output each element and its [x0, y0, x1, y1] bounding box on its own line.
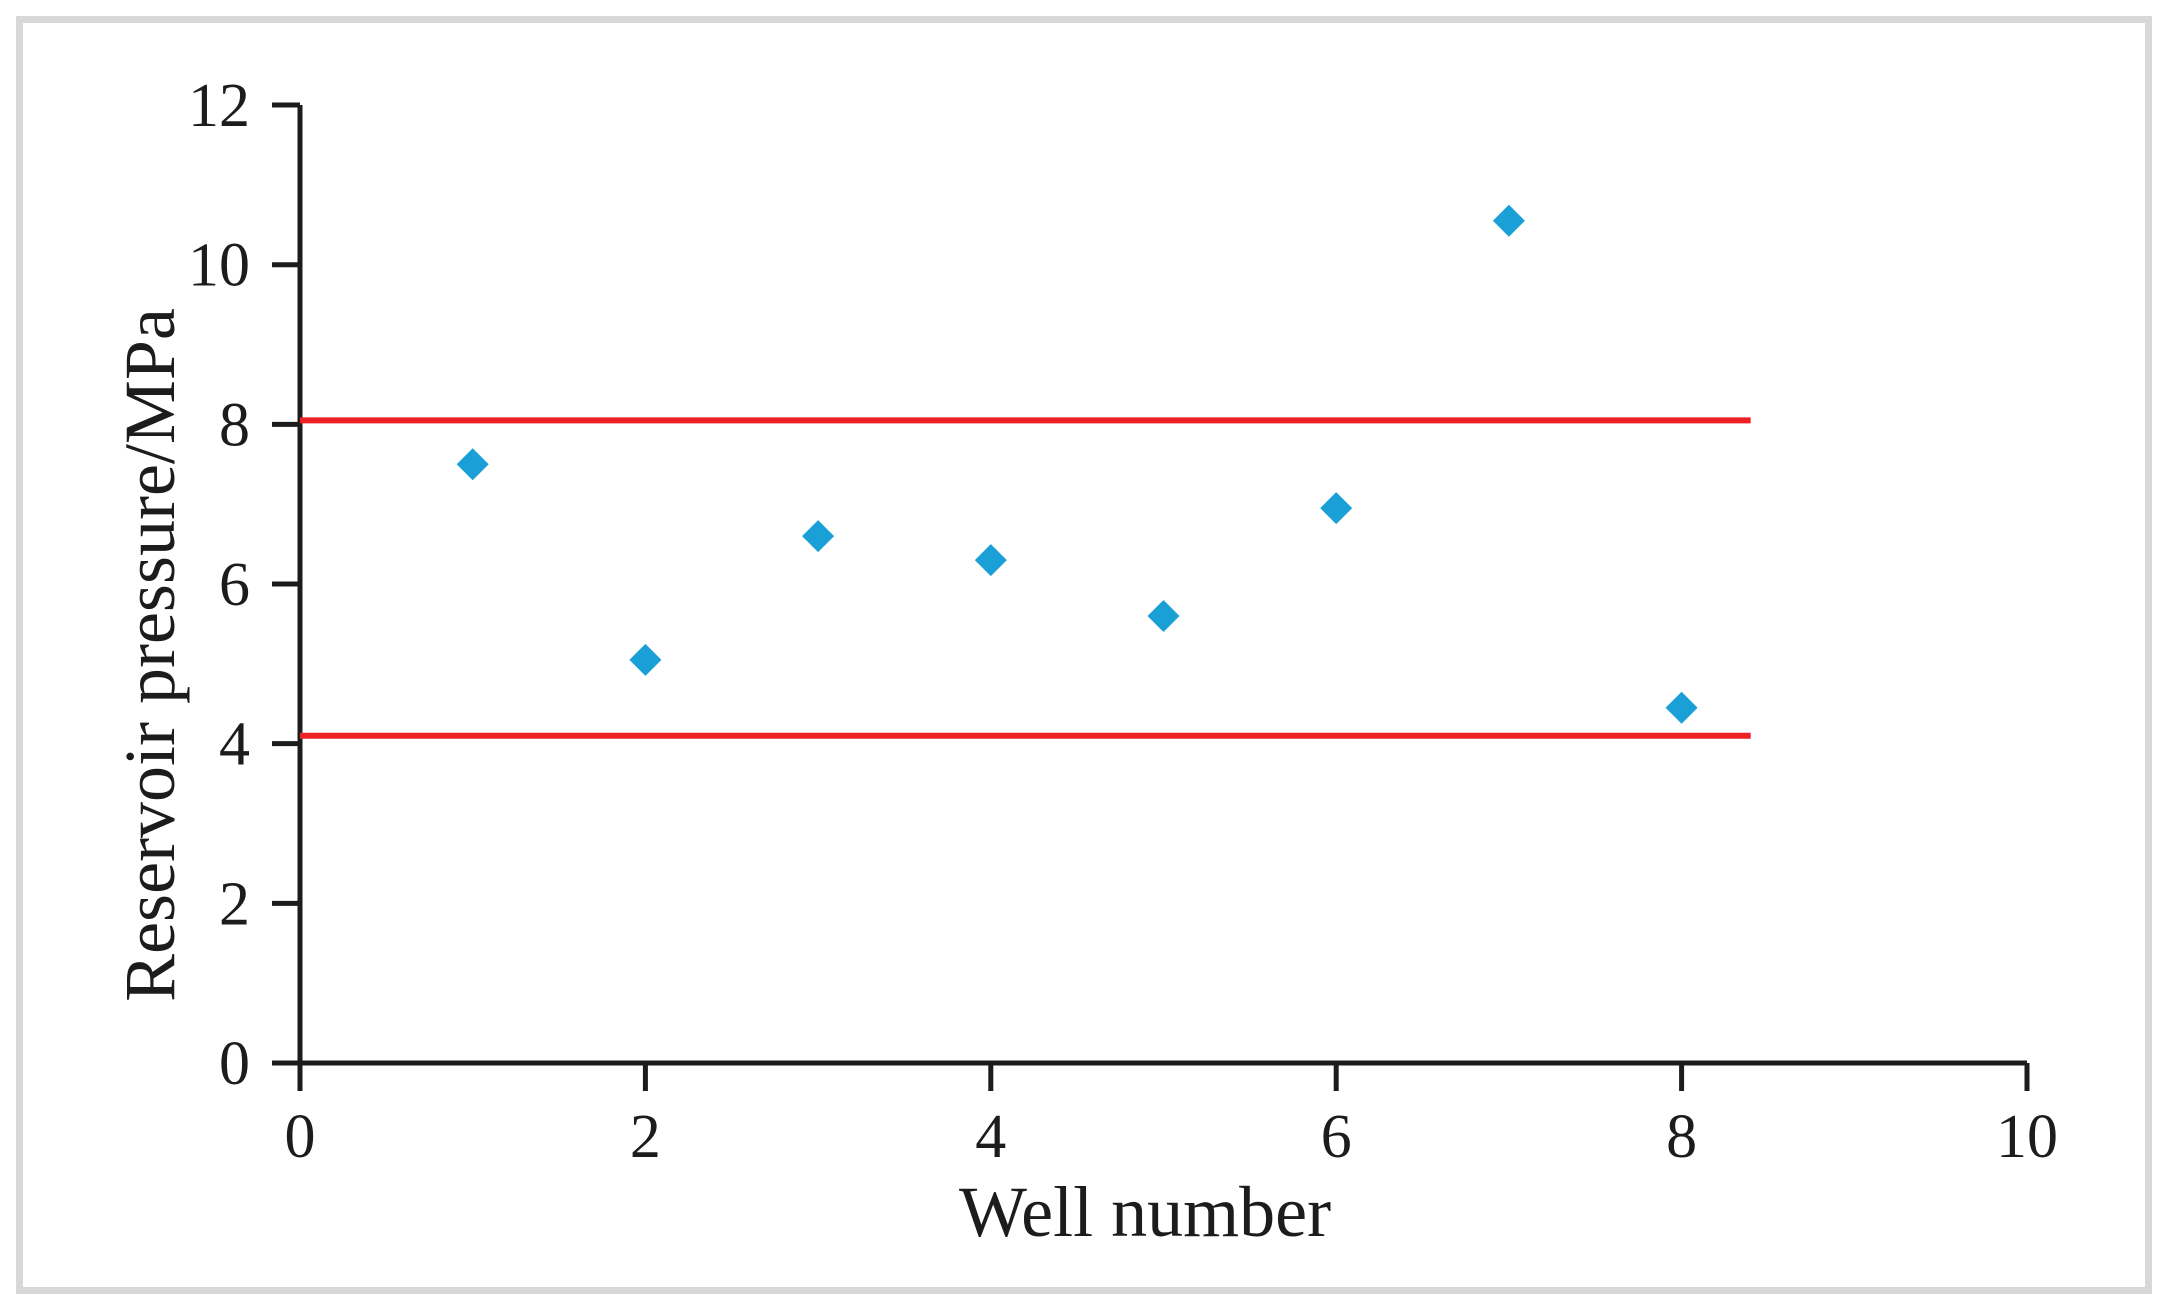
- data-point-well-2: [629, 643, 662, 676]
- y-axis-title: Reservoir pressure/MPa: [110, 308, 190, 1002]
- axis-line: [297, 105, 2027, 1066]
- x-tick-label: 8: [1666, 1103, 1697, 1171]
- y-tick-label: 12: [188, 72, 250, 140]
- data-point-well-7: [1492, 204, 1525, 237]
- x-axis-title: Well number: [958, 1172, 1332, 1252]
- data-point-well-5: [1147, 599, 1180, 632]
- data-point-well-6: [1320, 492, 1353, 525]
- data-point-well-4: [974, 544, 1007, 577]
- y-tick-label: 10: [188, 232, 250, 300]
- data-point-well-1: [456, 448, 489, 481]
- x-tick-label: 2: [630, 1103, 661, 1171]
- x-tick-label: 10: [1996, 1103, 2058, 1171]
- y-tick-label: 6: [219, 551, 250, 619]
- y-tick-label: 8: [219, 391, 250, 459]
- x-tick-label: 4: [975, 1103, 1006, 1171]
- y-tick-label: 2: [219, 870, 250, 938]
- x-tick-label: 6: [1321, 1103, 1352, 1171]
- y-tick-label: 4: [219, 711, 250, 779]
- y-tick-label: 0: [219, 1030, 250, 1098]
- data-point-well-3: [802, 520, 835, 553]
- x-tick-label: 0: [285, 1103, 316, 1171]
- data-point-well-8: [1665, 691, 1698, 724]
